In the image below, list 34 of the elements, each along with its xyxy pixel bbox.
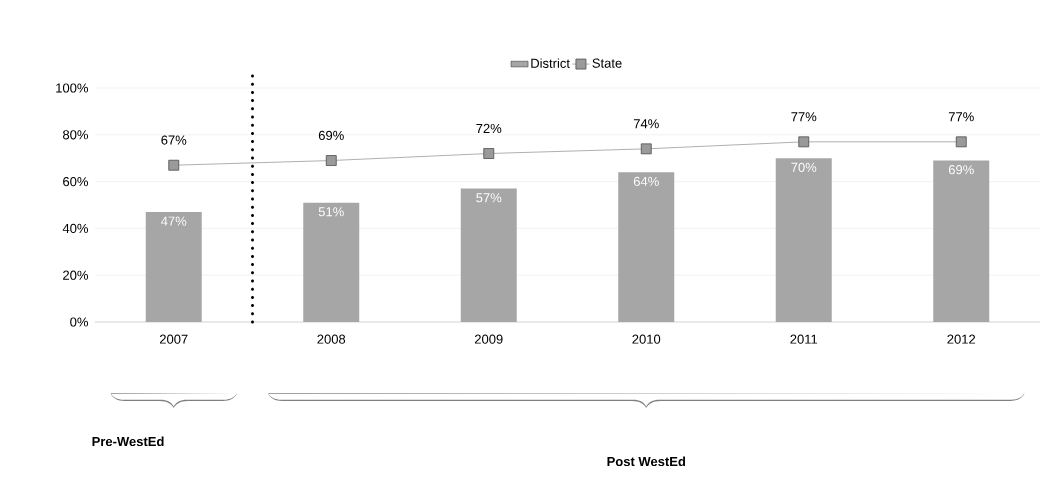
- data-label: 77%: [791, 112, 817, 122]
- data-label: 69%: [948, 165, 974, 175]
- y-tick-label: 100%: [56, 83, 89, 93]
- point: [640, 143, 652, 155]
- y-tick-label: 20%: [63, 270, 89, 280]
- point: [168, 159, 180, 171]
- point: [955, 136, 967, 148]
- point: [483, 148, 495, 159]
- data-label: 47%: [161, 216, 187, 226]
- data-label: 74%: [633, 119, 659, 129]
- data-label: 72%: [476, 123, 502, 133]
- data-label: 51%: [318, 207, 344, 217]
- legend-label: District: [531, 58, 570, 68]
- data-label: 67%: [161, 135, 187, 145]
- data-label: 70%: [791, 162, 817, 172]
- data-label: 69%: [318, 130, 344, 141]
- x-tick-label: 2009: [474, 334, 503, 344]
- x-tick-label: 2012: [947, 334, 976, 344]
- text: Post WestEd: [607, 456, 686, 467]
- x-tick-label: 2010: [632, 334, 661, 344]
- text: Pre-WestEd: [92, 436, 164, 447]
- x-tick-label: 2011: [790, 334, 818, 344]
- point: [798, 136, 810, 148]
- legend-label: State: [592, 58, 622, 68]
- y-tick-label: 0%: [70, 317, 89, 327]
- y-tick-label: 40%: [62, 223, 89, 233]
- y-tick-label: 60%: [63, 177, 89, 187]
- x-tick-label: 2008: [317, 334, 346, 344]
- data-label: 57%: [476, 193, 502, 203]
- data-label: 77%: [948, 112, 974, 122]
- x-tick-label: 2007: [159, 334, 188, 344]
- point: [325, 155, 337, 166]
- data-label: 64%: [633, 176, 659, 186]
- y-tick-label: 80%: [63, 130, 89, 140]
